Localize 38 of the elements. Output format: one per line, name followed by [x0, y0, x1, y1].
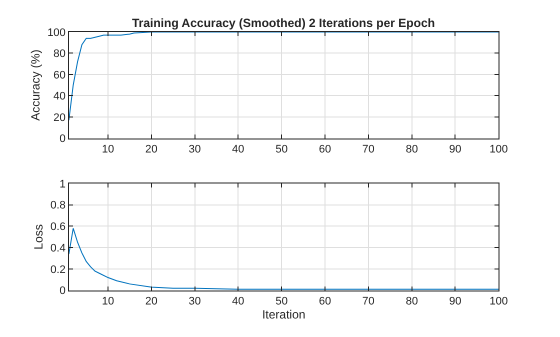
x-tick-label: 80 — [406, 143, 418, 156]
x-tick-label: 50 — [275, 296, 288, 308]
x-tick-label: 10 — [102, 143, 114, 156]
y-tick-label: 0.2 — [50, 264, 66, 276]
line-series — [68, 228, 499, 290]
x-tick-label: 90 — [449, 296, 462, 308]
y-tick-label: 0.4 — [50, 242, 66, 254]
x-tick-label: 40 — [232, 296, 244, 308]
x-axis-title: Iteration — [262, 308, 306, 322]
x-tick-label: 10 — [102, 296, 114, 308]
x-tick-label: 70 — [362, 296, 375, 308]
y-tick-label: 1 — [60, 178, 66, 190]
y-tick-label: 0 — [60, 285, 66, 298]
y-tick-label: 0 — [60, 133, 66, 146]
y-tick-label: 0.6 — [50, 221, 66, 234]
chart-title: Training Accuracy (Smoothed) 2 Iterations per Epoch — [132, 16, 435, 30]
y-tick-label: 20 — [53, 112, 66, 124]
y-tick-label: 80 — [53, 48, 66, 60]
line-series — [68, 32, 499, 121]
y-axis-title: Loss — [32, 224, 46, 250]
x-tick-label: 30 — [188, 143, 201, 156]
y-tick-label: 40 — [53, 90, 66, 103]
x-tick-label: 100 — [489, 143, 508, 156]
x-tick-label: 30 — [188, 296, 201, 308]
x-tick-label: 20 — [145, 143, 158, 156]
x-tick-label: 20 — [145, 296, 158, 308]
x-tick-label: 50 — [275, 143, 288, 156]
x-tick-label: 60 — [318, 296, 332, 308]
x-tick-label: 90 — [449, 143, 462, 156]
x-tick-label: 100 — [489, 296, 508, 308]
x-tick-label: 60 — [318, 143, 332, 156]
y-tick-label: 60 — [53, 69, 66, 82]
y-tick-label: 100 — [47, 26, 66, 39]
x-tick-label: 70 — [362, 143, 375, 156]
x-tick-label: 40 — [232, 143, 244, 156]
y-axis-title: Accuracy (%) — [28, 49, 43, 121]
y-tick-label: 0.8 — [50, 200, 66, 212]
x-tick-label: 80 — [406, 296, 418, 308]
